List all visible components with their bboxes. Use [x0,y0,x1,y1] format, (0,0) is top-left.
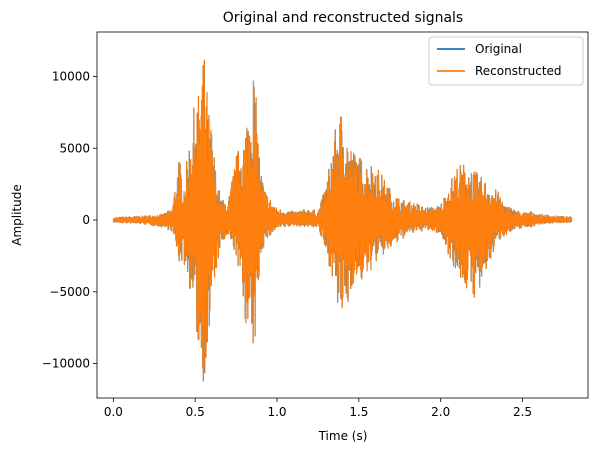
x-tick-label: 0.5 [186,405,205,419]
legend-frame [428,36,584,86]
y-tick-label: 10000 [52,69,90,83]
x-axis-ticks: 0.0 0.5 1.0 1.5 2.0 2.5 [104,398,532,419]
x-tick-label: 2.0 [431,405,450,419]
y-axis-label: Amplitude [10,184,24,246]
y-tick-label: −5000 [49,285,90,299]
y-tick-label: 5000 [59,141,90,155]
x-tick-label: 2.5 [513,405,532,419]
legend-label-reconstructed: Reconstructed [475,64,562,78]
plot-frame [96,31,589,399]
y-tick-label: −10000 [42,357,90,371]
y-axis-ticks: −10000 −5000 0 5000 10000 [42,69,97,371]
y-tick-label: 0 [82,213,90,227]
legend: Original Reconstructed [428,36,584,86]
series-line-reconstructed [112,59,573,382]
plot-area [96,31,589,399]
legend-label-original: Original [475,42,522,56]
series-layer [112,59,573,382]
x-tick-label: 1.0 [267,405,286,419]
x-axis-label: Time (s) [318,429,368,443]
chart-title: Original and reconstructed signals [223,10,463,26]
x-tick-label: 0.0 [104,405,123,419]
x-tick-label: 1.5 [349,405,368,419]
